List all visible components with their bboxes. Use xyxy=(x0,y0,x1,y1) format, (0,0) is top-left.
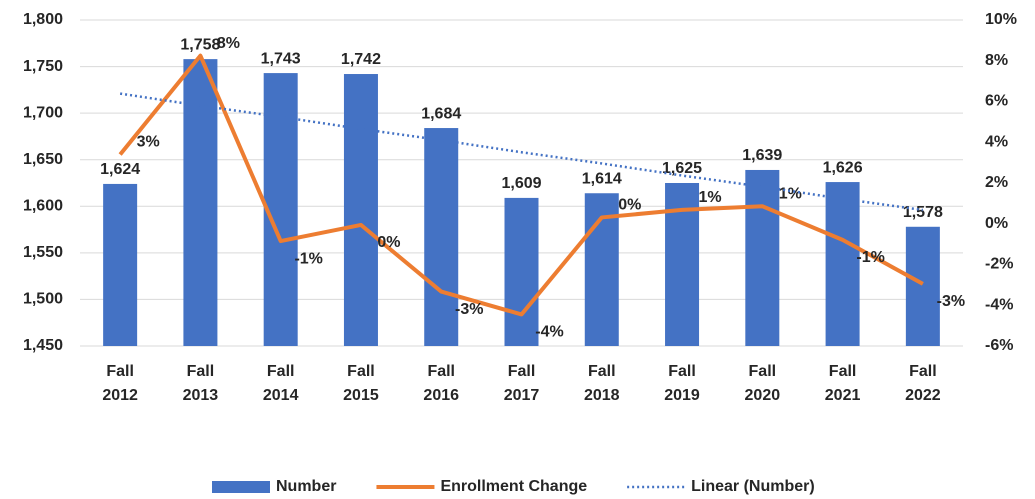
y2-tick-label: -6% xyxy=(985,337,1013,354)
trendline xyxy=(119,92,924,212)
x-tick-label: Fall 2017 xyxy=(503,363,540,404)
data-label: 1% xyxy=(779,185,802,202)
bar xyxy=(825,182,860,346)
x-tick-label: Fall 2015 xyxy=(343,363,379,404)
data-label: 1,614 xyxy=(582,170,622,187)
data-label: 1,742 xyxy=(341,51,381,68)
bar xyxy=(504,197,539,346)
data-label: 0% xyxy=(377,234,400,251)
bar xyxy=(263,73,298,346)
data-label: 1,578 xyxy=(903,204,943,221)
data-label: 1,626 xyxy=(823,159,863,176)
x-tick-label: Fall 2012 xyxy=(102,363,138,404)
y2-tick-label: 10% xyxy=(985,11,1017,28)
data-label: 0% xyxy=(618,197,641,214)
data-label: 1,684 xyxy=(421,105,461,122)
x-tick-label: Fall 2019 xyxy=(664,363,700,404)
x-tick-label: Fall 2022 xyxy=(905,363,941,404)
legend-label: Linear (Number) xyxy=(691,478,815,495)
y2-tick-label: 0% xyxy=(985,215,1008,232)
y-tick-label: 1,800 xyxy=(23,11,63,28)
x-tick-label: Fall 2013 xyxy=(182,363,219,404)
data-label: -3% xyxy=(455,301,483,318)
legend-label: Enrollment Change xyxy=(440,478,587,495)
data-label: 1,625 xyxy=(662,160,702,177)
legend-label: Number xyxy=(276,478,336,495)
data-label: -3% xyxy=(937,293,965,310)
data-label: -1% xyxy=(856,249,884,266)
x-tick-label: Fall 2021 xyxy=(824,363,861,404)
x-tick-label: Fall 2018 xyxy=(583,363,620,404)
y2-tick-label: 6% xyxy=(985,93,1008,110)
data-label: 1,624 xyxy=(100,161,140,178)
data-label: 1,609 xyxy=(501,175,541,192)
y-tick-label: 1,650 xyxy=(23,151,63,168)
y2-tick-label: 4% xyxy=(985,133,1008,150)
y2-tick-label: 8% xyxy=(985,52,1008,69)
y-tick-label: 1,550 xyxy=(23,244,63,261)
data-label: -4% xyxy=(535,324,563,341)
data-label: 1% xyxy=(698,189,721,206)
y2-tick-label: -4% xyxy=(985,296,1013,313)
data-label: 1,758 xyxy=(180,36,220,53)
bar xyxy=(745,169,780,346)
data-label: 3% xyxy=(137,134,160,151)
line xyxy=(118,53,924,317)
bar xyxy=(343,74,378,346)
y-tick-label: 1,450 xyxy=(23,337,63,354)
legend-swatch xyxy=(212,481,270,493)
bar xyxy=(103,183,138,346)
bar xyxy=(183,59,218,347)
y-tick-label: 1,700 xyxy=(23,104,63,121)
data-label: 1,743 xyxy=(261,50,301,67)
y-tick-label: 1,600 xyxy=(23,198,63,215)
x-tick-label: Fall 2014 xyxy=(262,363,299,404)
x-tick-label: Fall 2020 xyxy=(744,363,781,404)
data-label: 8% xyxy=(217,35,240,52)
data-label: 1,639 xyxy=(742,147,782,164)
y-tick-label: 1,750 xyxy=(23,58,63,75)
y2-tick-label: -2% xyxy=(985,256,1013,273)
bar xyxy=(905,226,940,346)
bar xyxy=(424,128,459,346)
y-tick-label: 1,500 xyxy=(23,291,63,308)
x-tick-label: Fall 2016 xyxy=(423,363,460,404)
data-label: -1% xyxy=(294,250,322,267)
y2-tick-label: 2% xyxy=(985,174,1008,191)
